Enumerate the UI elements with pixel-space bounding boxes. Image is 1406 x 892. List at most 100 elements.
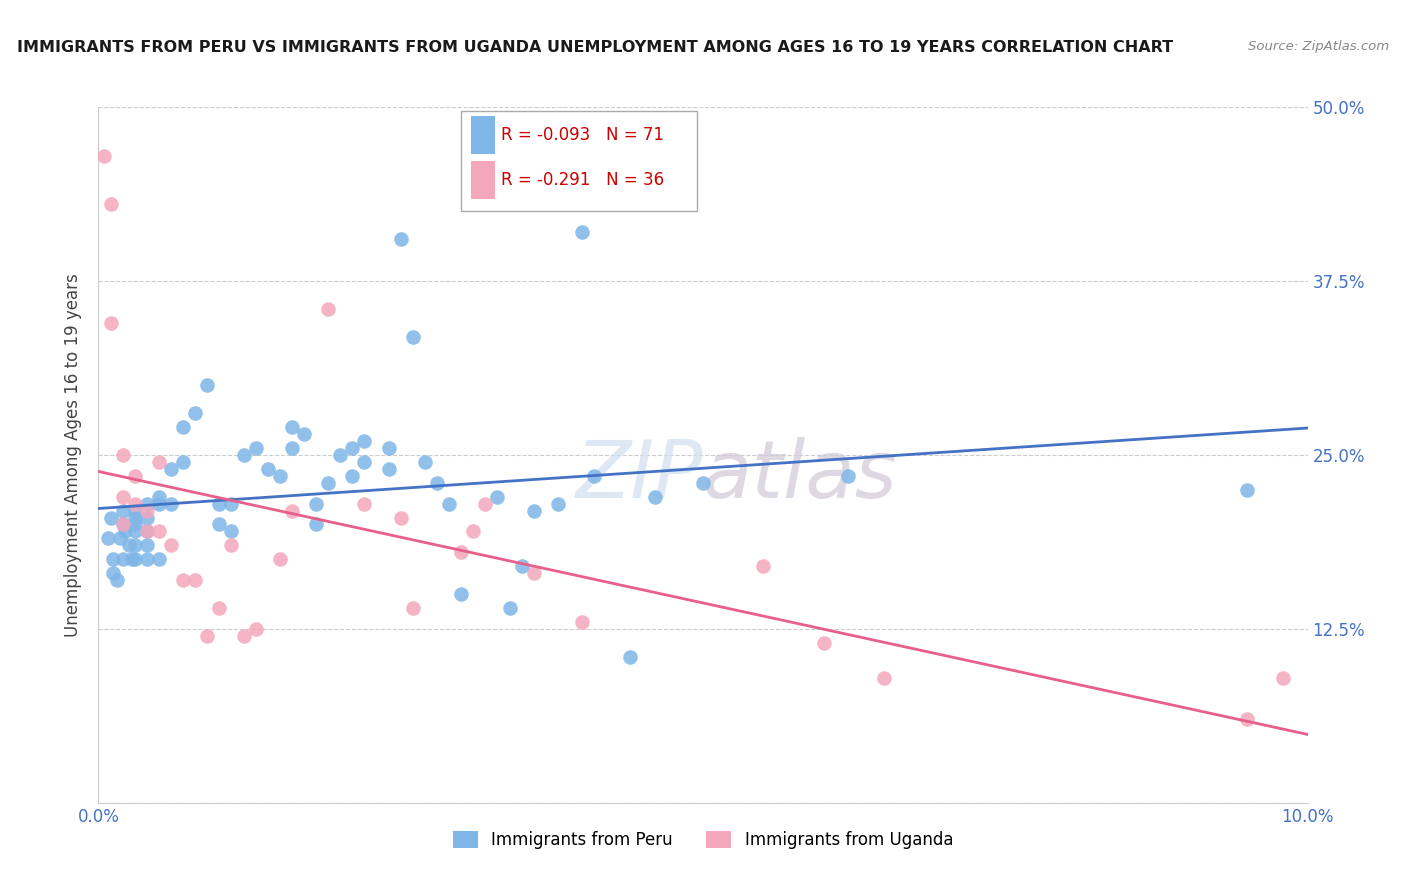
Point [208,517,231,532]
Point [1236,483,1258,497]
Point [208,497,231,511]
Point [571,615,593,629]
Point [160,538,183,552]
Point [118,538,141,552]
Text: IMMIGRANTS FROM PERU VS IMMIGRANTS FROM UGANDA UNEMPLOYMENT AMONG AGES 16 TO 19 : IMMIGRANTS FROM PERU VS IMMIGRANTS FROM … [17,40,1173,55]
Point [1272,671,1295,685]
Point [413,455,436,469]
Point [463,524,485,539]
Point [873,671,896,685]
Point [232,629,254,643]
Point [281,503,304,517]
Point [101,552,124,566]
Point [486,490,509,504]
Text: R = -0.093   N = 71: R = -0.093 N = 71 [501,126,664,144]
Point [450,545,472,559]
Point [256,462,278,476]
Point [124,524,146,539]
Point [389,510,412,524]
Legend: Immigrants from Peru, Immigrants from Uganda: Immigrants from Peru, Immigrants from Ug… [444,822,962,857]
Point [389,232,412,246]
Point [583,468,606,483]
Point [232,448,254,462]
Text: R = -0.291   N = 36: R = -0.291 N = 36 [501,171,664,189]
Point [124,503,146,517]
Point [172,420,194,434]
Point [135,497,157,511]
Point [245,441,267,455]
Point [813,636,835,650]
Point [426,475,449,490]
Point [148,552,170,566]
Y-axis label: Unemployment Among Ages 16 to 19 years: Unemployment Among Ages 16 to 19 years [65,273,83,637]
Point [402,329,425,343]
Point [111,552,134,566]
Point [97,532,120,546]
Point [124,510,146,524]
Point [111,490,134,504]
Point [160,497,183,511]
Point [221,497,243,511]
Point [353,455,375,469]
Point [571,225,593,239]
Point [1236,712,1258,726]
Text: ZIP: ZIP [575,437,703,515]
Point [523,566,546,581]
Point [100,510,122,524]
Point [342,468,364,483]
Point [292,427,315,442]
Point [121,552,143,566]
Point [148,490,170,504]
Point [172,573,194,587]
Point [305,517,328,532]
Point [281,441,304,455]
FancyBboxPatch shape [461,111,697,211]
Point [105,573,128,587]
FancyBboxPatch shape [471,161,495,199]
Point [135,538,157,552]
Point [281,420,304,434]
Point [111,448,134,462]
Point [377,462,399,476]
Point [692,475,714,490]
Text: atlas: atlas [703,437,898,515]
Point [184,573,207,587]
Point [135,524,157,539]
Point [135,552,157,566]
Text: Source: ZipAtlas.com: Source: ZipAtlas.com [1249,40,1389,54]
Point [377,441,399,455]
Point [474,497,496,511]
Point [221,524,243,539]
Point [342,441,364,455]
Point [100,197,122,211]
Point [124,552,146,566]
Point [148,497,170,511]
Point [498,601,520,615]
Point [195,629,218,643]
Point [752,559,775,574]
FancyBboxPatch shape [471,116,495,154]
Point [124,538,146,552]
Point [184,406,207,420]
Point [353,434,375,448]
Point [837,468,859,483]
Point [135,524,157,539]
Point [245,622,267,636]
Point [148,524,170,539]
Point [111,503,134,517]
Point [160,462,183,476]
Point [353,497,375,511]
Point [644,490,666,504]
Point [101,566,124,581]
Point [195,378,218,392]
Point [450,587,472,601]
Point [108,532,131,546]
Point [437,497,460,511]
Point [135,503,157,517]
Point [208,601,231,615]
Point [329,448,352,462]
Point [172,455,194,469]
Point [148,455,170,469]
Point [547,497,569,511]
Point [111,517,134,532]
